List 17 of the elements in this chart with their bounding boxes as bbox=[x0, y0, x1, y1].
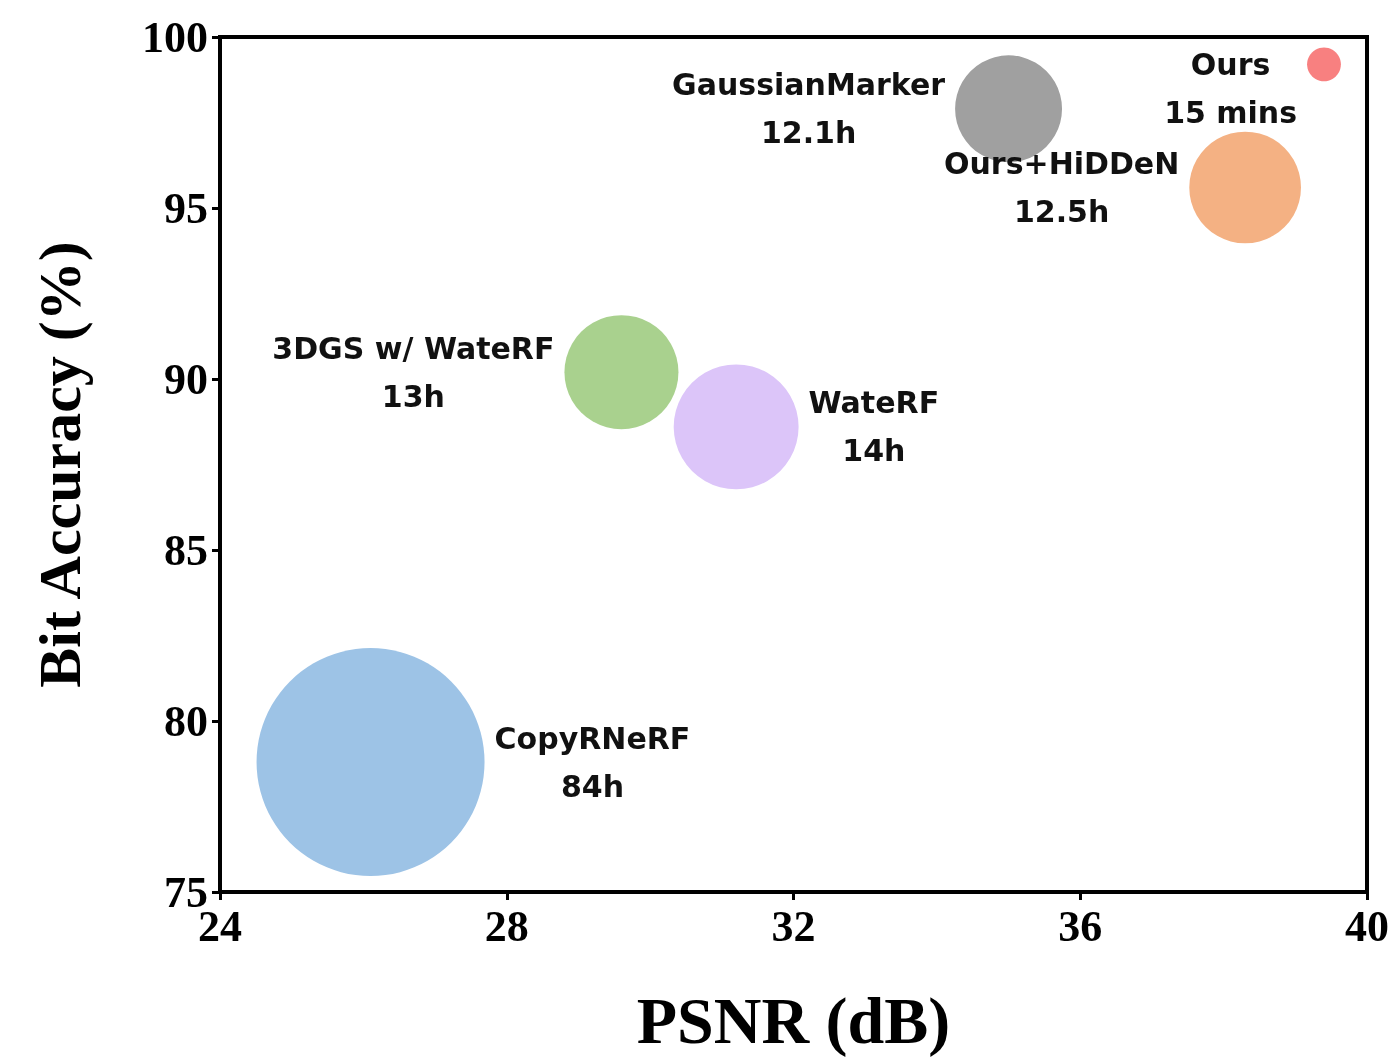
y-tick-label: 100 bbox=[142, 12, 208, 62]
annotation: 3DGS w/ WateRF 13h bbox=[272, 330, 555, 414]
y-tick-label: 85 bbox=[164, 525, 208, 575]
y-tick-label: 90 bbox=[164, 354, 208, 404]
x-tick-label: 28 bbox=[484, 901, 529, 951]
annotation: WateRF 14h bbox=[808, 385, 940, 469]
annotation: Ours 15 mins bbox=[1164, 46, 1298, 130]
y-tick-label: 80 bbox=[164, 696, 208, 746]
annotation: Ours+HiDDeN 12.5h bbox=[943, 145, 1180, 229]
annotation: GaussianMarker 12.1h bbox=[672, 67, 946, 151]
x-tick-label: 36 bbox=[1058, 901, 1103, 951]
x-tick-label: 32 bbox=[771, 901, 816, 951]
x-axis-title: PSNR (dB) bbox=[636, 983, 951, 1058]
x-tick-label: 40 bbox=[1345, 901, 1389, 951]
y-axis-title: Bit Accuracy (%) bbox=[27, 241, 93, 688]
y-tick-label: 95 bbox=[164, 183, 208, 233]
annotation: CopyRNeRF 84h bbox=[494, 720, 691, 804]
